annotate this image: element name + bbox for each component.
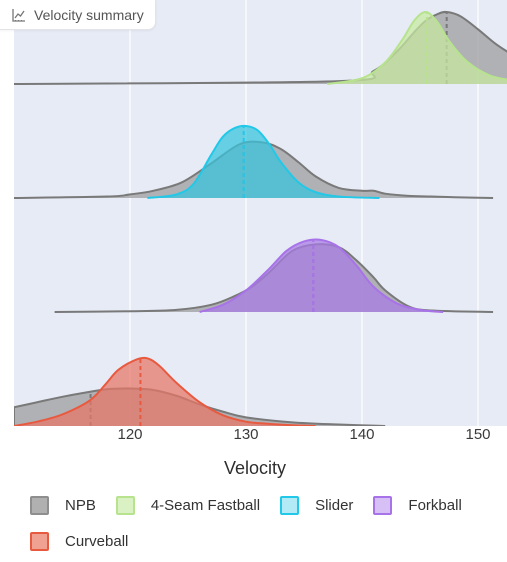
slider-area [147,125,380,198]
curveball-area [14,357,316,426]
legend: NPB 4-Seam Fastball Slider Forkball Curvebal… [30,494,500,552]
forkball-area [199,239,444,312]
legend-label: 4-Seam Fastball [150,496,261,514]
ridgeline-chart [14,0,507,426]
4-seam-fastball-area [327,11,507,84]
legend-item-curveball[interactable]: Curveball [30,530,128,552]
x-axis-label: Velocity [223,458,287,478]
legend-swatch [373,495,393,515]
4-seam-fastball-curve [327,11,507,85]
x-tick-label: 120 [117,426,143,443]
legend-swatch [30,531,49,551]
x-tick-label: 130 [233,426,259,443]
legend-label: NPB [65,496,96,514]
x-tick-label: 150 [465,426,491,443]
legend-item-4-seam-fastball[interactable]: 4-Seam Fastball [115,494,261,516]
slider-curve [147,124,380,199]
legend-swatch [30,495,49,515]
forkball-curve [199,238,444,313]
legend-label: Forkball [408,496,462,514]
curveball-curve [14,356,316,426]
velocity-summary-tab[interactable]: Velocity summary [0,0,156,30]
legend-item-slider[interactable]: Slider [280,494,353,516]
chart-icon [12,8,25,22]
legend-label: Slider [315,496,354,514]
legend-label: Curveball [65,532,129,550]
x-tick-label: 140 [349,426,375,443]
legend-item-forkball[interactable]: Forkball [373,494,462,516]
npb-slider-curve [14,140,494,199]
legend-swatch [115,495,135,515]
legend-item-npb[interactable]: NPB [30,494,96,516]
legend-swatch [280,495,300,515]
summary-title: Velocity summary [34,6,144,23]
